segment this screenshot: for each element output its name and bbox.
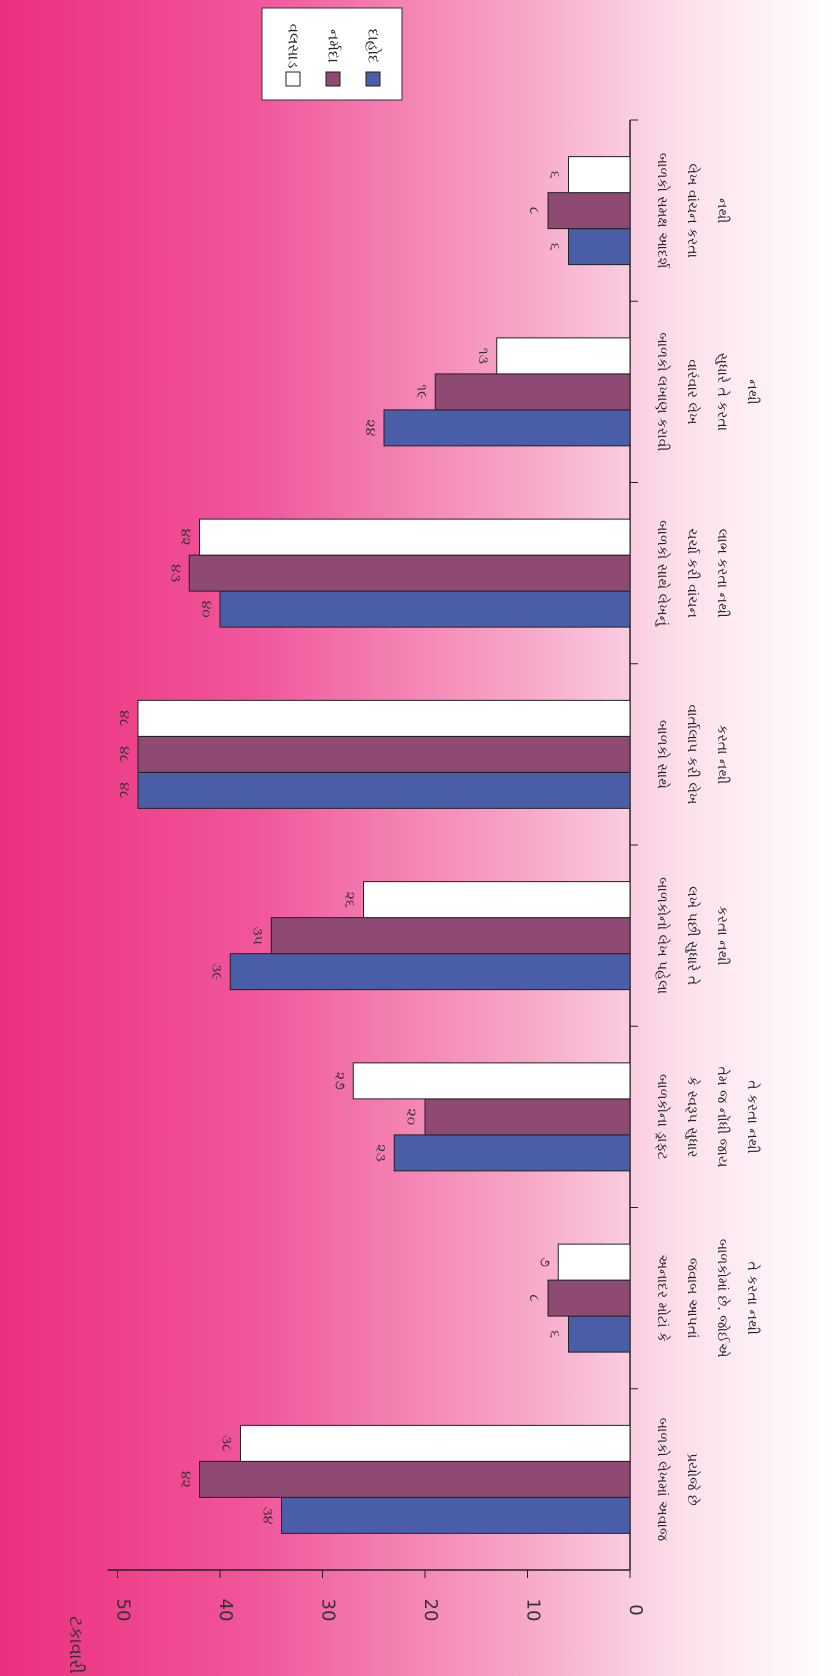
data-label: ૬ — [547, 243, 563, 251]
data-label: ૮ — [526, 1294, 542, 1302]
category-label: લાભ કરતા નથી — [714, 529, 730, 618]
value-tick-label: 0 — [625, 1604, 646, 1615]
category-label: લેખ વાંચન કરતા — [684, 163, 701, 258]
data-label: ૪૮ — [116, 746, 132, 763]
bar — [137, 699, 631, 737]
data-label: ૨૪ — [362, 419, 378, 436]
bar — [424, 1098, 631, 1136]
legend: દાહોદ નર્મદા વલસાડ — [261, 7, 403, 101]
data-label: ૨૭ — [331, 1072, 347, 1090]
value-tick-label: 40 — [215, 1599, 236, 1622]
category-label: કે સ્વરૂપ સુધાર — [684, 1076, 701, 1157]
category-label: જવાબ આપતાં — [684, 1258, 700, 1339]
category-label: વાર્તાલાપ કરી લેખ — [684, 704, 701, 804]
data-label: ૩૯ — [208, 963, 224, 981]
data-label: ૪૩ — [167, 564, 183, 582]
data-label: ૨૦ — [403, 1109, 419, 1126]
bar — [240, 1424, 631, 1462]
category-label: અનાદર મોટાં કે — [654, 1254, 671, 1342]
bar — [281, 1496, 631, 1534]
plot-area: 0 10 20 30 40 50 ૩૪ ૪૨ ૩૮ ૬ ૮ ૭ ૨૩ ૨૦ ૨૭ ૩૯ ૩૫ ૨૬ ૪૮ ૪૮ ૪૮ ૪૦… — [107, 119, 646, 1622]
data-label: ૨૬ — [342, 892, 358, 908]
data-label: ૪૦ — [198, 601, 214, 618]
category-label: બાળકો સાથે — [654, 720, 671, 789]
data-label: ૪૨ — [178, 1471, 194, 1488]
category-label: બાળકો લખાણ કરાવી — [654, 332, 671, 451]
category-label: બાળકો સાથે લેખનું — [654, 520, 671, 627]
bar — [199, 518, 631, 556]
category-label: બાળકોના ડ્રાફ્ટ — [654, 1074, 671, 1160]
category-label: બાળકોમાં છે. જોઈએ — [714, 1239, 731, 1358]
bar — [199, 1460, 631, 1498]
y-axis-title: ટકાવારી — [65, 1616, 86, 1674]
category-label: બાળકો સમક્ષ આદર્શ — [654, 153, 671, 269]
category-label: કરતા નથી — [714, 906, 730, 965]
category-label: તેમ જ નોંધી જાય — [714, 1066, 731, 1167]
bar — [219, 590, 631, 628]
data-label: ૮ — [526, 207, 542, 215]
value-tick-label: 10 — [523, 1599, 544, 1622]
bar — [383, 409, 631, 447]
category-label: લખે પછી સુધારે તે — [684, 886, 701, 985]
bar — [363, 881, 631, 919]
bar — [496, 337, 631, 375]
bar — [434, 373, 631, 411]
category-label: તે કરતા નથી — [744, 1080, 761, 1153]
bar — [137, 735, 631, 773]
bar — [568, 1315, 631, 1353]
bar — [352, 1062, 631, 1100]
data-label: ૪૮ — [116, 782, 132, 799]
category-label: વારંવાર લેખ — [684, 359, 701, 424]
category-label: બાળકોનો લેખ પહેલા — [654, 877, 671, 994]
legend-label: દાહોદ — [365, 29, 383, 64]
bar — [547, 1279, 631, 1317]
bar — [229, 953, 631, 991]
legend-swatch — [325, 71, 341, 87]
bar — [188, 554, 631, 592]
category-label: નથી — [714, 198, 730, 223]
bar — [568, 228, 631, 266]
data-label: ૧૯ — [413, 384, 429, 399]
legend-swatch — [285, 71, 301, 87]
category-label: નથી — [744, 379, 760, 404]
bar — [568, 156, 631, 194]
bar — [137, 771, 631, 809]
bar — [393, 1134, 631, 1172]
legend-label: નર્મદા — [325, 29, 343, 63]
category-label: સુધારે તે કરતા — [714, 353, 731, 431]
legend-label: વલસાડ — [285, 24, 303, 69]
bar — [547, 192, 631, 230]
category-label: કરતા નથી — [714, 725, 730, 784]
data-label: ૩૫ — [249, 926, 265, 945]
legend-swatch — [365, 71, 381, 87]
category-label: તે કરતા નથી — [744, 1262, 761, 1335]
category-label: ચર્ચા કરી વાંચન — [684, 528, 701, 618]
bar — [270, 917, 631, 955]
data-label: ૩૮ — [219, 1435, 235, 1452]
data-label: ૪૮ — [116, 710, 132, 727]
value-tick-label: 50 — [113, 1599, 134, 1622]
value-tick-label: 30 — [318, 1599, 339, 1622]
data-label: ૬ — [547, 171, 563, 179]
data-label: ૭ — [536, 1257, 552, 1267]
category-label: બાળકો લેખમાં અવાજ — [654, 1418, 671, 1542]
data-label: ૧૩ — [475, 348, 491, 364]
category-label: પ્રયોજે છે — [684, 1453, 701, 1506]
value-tick-label: 20 — [420, 1599, 441, 1622]
bar — [557, 1243, 631, 1281]
data-label: ૪૨ — [178, 529, 194, 546]
data-label: ૨૩ — [372, 1144, 388, 1162]
data-label: ૩૪ — [260, 1506, 276, 1524]
data-label: ૬ — [547, 1330, 563, 1338]
